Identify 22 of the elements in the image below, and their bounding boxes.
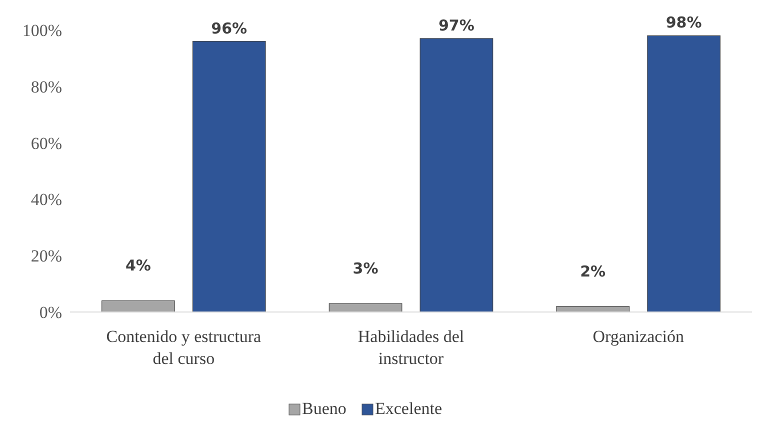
bar [647,35,720,312]
y-tick-label: 100% [22,20,62,40]
data-label: 96% [211,19,248,38]
bar [192,40,266,312]
y-tick-label: 80% [30,77,62,96]
data-label: 98% [666,14,702,32]
y-tick-label: 20% [30,246,62,266]
x-tick-label: Contenido y estructura del curso [106,327,262,368]
bar [102,300,175,312]
y-tick-label: 40% [30,190,62,210]
data-label: 97% [438,16,474,34]
y-tick-label: 0% [39,302,62,322]
legend-label: Bueno [302,399,346,418]
y-tick-label: 60% [30,134,62,153]
bar [328,303,402,312]
data-label: 2% [580,262,606,280]
data-label: 4% [125,256,151,275]
legend-label: Excelente [375,399,442,418]
data-label: 3% [352,260,378,278]
x-tick-label: Organización [592,327,684,346]
bar [420,38,494,312]
x-tick-label: Habilidades del instructor [358,327,464,368]
